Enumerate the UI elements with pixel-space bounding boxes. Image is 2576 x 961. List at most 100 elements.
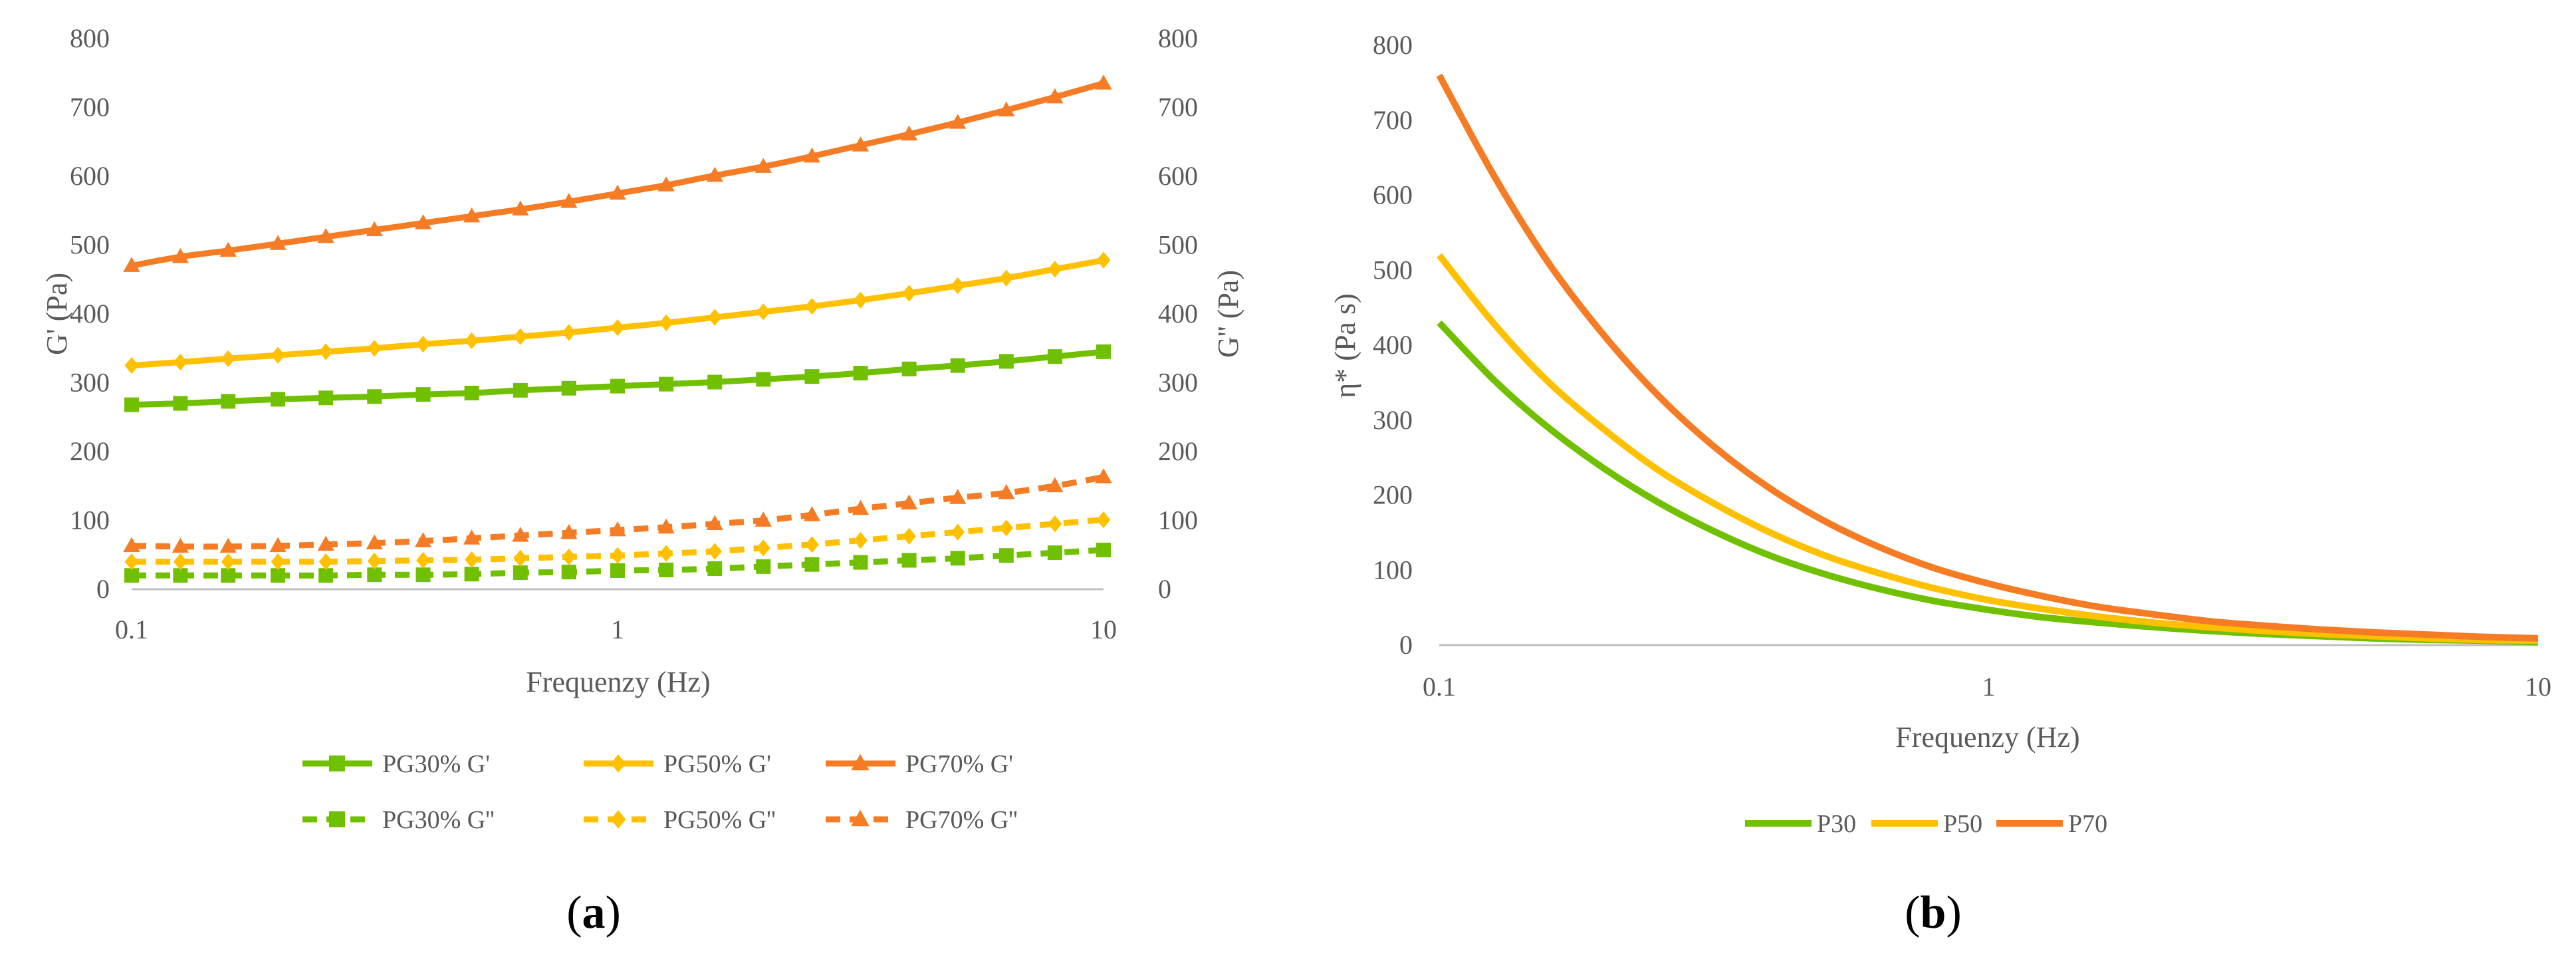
data-point: [706, 166, 723, 182]
data-point: [219, 537, 237, 553]
data-point: [512, 200, 529, 216]
y-tick-label: 400: [1373, 330, 1413, 360]
y-right-tick-label: 100: [1158, 505, 1198, 535]
y-right-tick-label: 600: [1158, 161, 1198, 191]
data-point: [318, 553, 333, 571]
y-tick-label: 500: [1373, 255, 1413, 285]
y-left-tick-label: 800: [70, 23, 110, 53]
data-point: [562, 548, 576, 566]
data-point: [415, 387, 431, 402]
data-point: [951, 523, 965, 541]
data-point: [123, 257, 140, 272]
series-line: [1437, 320, 2539, 646]
data-point: [659, 376, 674, 392]
y-right-axis-title: G'' (Pa): [1212, 270, 1244, 358]
panel-b-chart: 0 100 200 300 400 500 600 700 800 0.1 1 10 Frequenzy…: [1329, 30, 2551, 938]
data-point: [367, 340, 382, 357]
data-point: [804, 369, 820, 384]
y-tick-label: 300: [1373, 405, 1413, 435]
panel-label-a: (a): [566, 887, 621, 938]
legend-marker: [610, 810, 626, 829]
data-point: [998, 101, 1015, 116]
data-point: [755, 511, 772, 527]
data-point: [949, 114, 967, 129]
data-point: [463, 207, 481, 223]
data-point: [513, 382, 528, 398]
data-point: [657, 518, 675, 534]
data-point: [561, 380, 576, 396]
data-point: [951, 277, 965, 295]
data-point: [513, 328, 528, 345]
data-point: [610, 319, 625, 337]
data-point: [124, 356, 139, 374]
x-tick-label: 1: [1982, 672, 1996, 702]
data-point: [902, 285, 917, 302]
data-point: [804, 536, 819, 553]
data-point: [1096, 511, 1111, 529]
series-line: [1437, 253, 2539, 644]
data-point: [1095, 468, 1112, 483]
data-point: [1047, 545, 1062, 561]
panel-label-b: (b): [1905, 887, 1962, 938]
data-point: [803, 147, 821, 163]
x-axis-title: Frequenzy (Hz): [1895, 721, 2079, 754]
y-left-tick-label: 100: [70, 505, 110, 535]
data-point: [173, 553, 187, 571]
y-left-tick-label: 700: [70, 92, 110, 122]
legend-label: PG70% G'': [905, 806, 1018, 834]
legend-label: PG30% G': [382, 750, 490, 778]
legend-marker: [329, 811, 345, 827]
panel-label-paren: (: [1905, 887, 1920, 938]
data-point: [465, 551, 479, 569]
data-point: [124, 553, 139, 571]
data-point: [756, 539, 770, 557]
y-axis-title: η* (Pa s): [1329, 293, 1361, 398]
data-point: [464, 386, 479, 401]
y-right-tick-label: 200: [1158, 436, 1198, 466]
y-tick-label: 800: [1373, 30, 1413, 60]
data-point: [1046, 88, 1064, 104]
data-point: [998, 548, 1014, 563]
legend-marker: [329, 755, 345, 771]
data-point: [706, 515, 723, 531]
data-point: [367, 567, 382, 583]
data-point: [900, 494, 918, 509]
y-tick-label: 600: [1373, 180, 1413, 210]
data-point: [998, 354, 1014, 369]
data-point: [755, 158, 772, 173]
data-point: [561, 565, 576, 580]
data-point: [756, 559, 771, 574]
data-point: [414, 214, 432, 229]
data-point: [172, 247, 189, 263]
data-point: [366, 221, 383, 237]
data-point: [367, 389, 382, 404]
y-right-tick-label: 400: [1158, 299, 1198, 329]
data-point: [707, 543, 722, 560]
y-right-tick-label: 800: [1158, 23, 1198, 53]
data-point: [560, 523, 578, 539]
data-point: [463, 529, 481, 545]
data-point: [123, 537, 140, 553]
data-point: [853, 366, 868, 381]
x-axis-title: Frequenzy (Hz): [526, 666, 710, 698]
data-point: [1048, 515, 1062, 533]
data-point: [609, 184, 626, 200]
data-point: [659, 314, 673, 332]
data-point: [221, 350, 235, 367]
panel-a-chart: 0 0 100 100 200 200 300 300 400 400 500 500 600 600 70…: [41, 23, 1244, 938]
data-point: [366, 534, 383, 550]
data-point: [271, 553, 285, 571]
data-point: [854, 291, 868, 309]
data-point: [1096, 543, 1111, 558]
legend-marker: [851, 754, 870, 771]
data-point: [221, 553, 235, 571]
data-point: [221, 394, 236, 409]
y-right-tick-label: 500: [1158, 230, 1198, 260]
data-point: [852, 136, 870, 152]
data-point: [1046, 477, 1064, 493]
data-point: [950, 358, 965, 373]
data-point: [804, 557, 820, 572]
data-point: [513, 565, 528, 581]
data-point: [707, 374, 723, 390]
